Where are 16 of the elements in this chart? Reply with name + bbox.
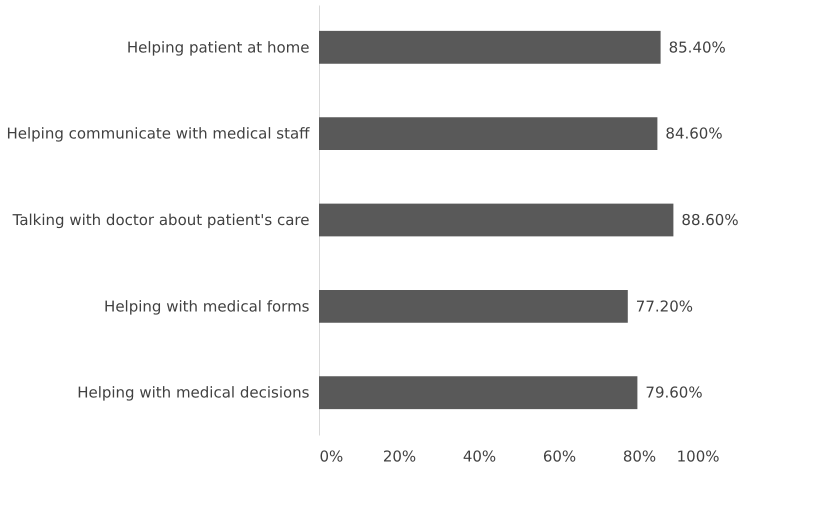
data-label: 77.20% xyxy=(636,297,694,316)
data-label: 84.60% xyxy=(665,124,723,143)
y-tick-label: Talking with doctor about patient's care xyxy=(12,211,310,229)
y-tick-label: Helping patient at home xyxy=(126,38,310,56)
x-tick-label: 20% xyxy=(382,448,416,466)
y-tick-label: Helping with medical forms xyxy=(104,297,310,316)
y-tick-label: Helping with medical decisions xyxy=(77,384,310,402)
x-tick-label: 60% xyxy=(542,448,576,466)
x-tick-label: 40% xyxy=(462,448,496,466)
x-tick-label: 0% xyxy=(320,448,344,466)
data-label: 79.60% xyxy=(645,384,703,402)
data-label: 85.40% xyxy=(668,38,726,56)
x-tick-label: 100% xyxy=(676,448,720,466)
x-tick-label: 80% xyxy=(622,448,656,466)
data-label: 88.60% xyxy=(681,211,739,229)
y-tick-label: Helping communicate with medical staff xyxy=(6,124,310,143)
